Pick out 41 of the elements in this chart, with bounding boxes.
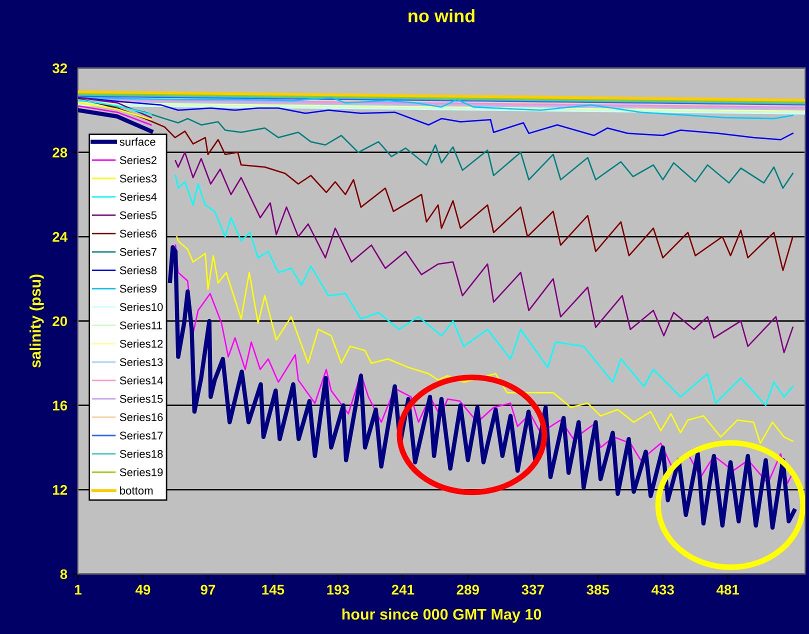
- y-tick-label: 24: [52, 232, 68, 242]
- legend-label: Series5: [120, 211, 157, 220]
- legend-label: bottom: [120, 486, 153, 495]
- y-axis-title: salinity (psu): [30, 274, 44, 368]
- legend-label: Series17: [120, 431, 163, 440]
- chart-title: no wind: [408, 9, 474, 22]
- legend-label: Series12: [120, 340, 163, 348]
- x-tick-label: 241: [392, 584, 414, 594]
- legend-label: Series7: [120, 248, 156, 256]
- legend-label: Series16: [120, 412, 163, 422]
- legend-label: Series11: [120, 321, 162, 330]
- y-tick-label: 28: [52, 148, 68, 158]
- x-axis-title: hour since 000 GMT May 10: [342, 608, 542, 623]
- legend-label: Series3: [120, 174, 157, 182]
- x-tick-label: 481: [716, 584, 740, 595]
- legend-label: Series6: [120, 229, 157, 238]
- legend-label: Series8: [120, 266, 157, 274]
- legend-label: Series2: [120, 156, 156, 164]
- y-tick-label: 8: [60, 569, 68, 580]
- y-tick-label: 12: [53, 485, 68, 495]
- legend-label: Series13: [120, 358, 163, 366]
- x-tick-label: 97: [200, 584, 216, 595]
- x-tick-label: 193: [327, 584, 350, 595]
- legend-label: Series9: [120, 284, 157, 293]
- legend-label: Series4: [120, 192, 157, 201]
- y-tick-label: 20: [52, 316, 68, 326]
- x-tick-label: 289: [456, 584, 479, 595]
- y-tick-label: 32: [52, 63, 68, 74]
- x-tick-label: 49: [135, 584, 150, 595]
- x-tick-label: 433: [651, 584, 674, 595]
- x-tick-label: 145: [262, 584, 284, 595]
- x-tick-label: 385: [586, 584, 610, 595]
- y-tick-label: 16: [53, 400, 68, 411]
- legend-label: Series10: [120, 302, 163, 311]
- legend-label: Series18: [120, 450, 163, 458]
- legend-label: Series15: [120, 394, 163, 403]
- x-tick-label: 337: [522, 584, 544, 595]
- legend-label: Series19: [120, 468, 163, 476]
- x-tick-label: 1: [75, 584, 82, 594]
- legend-label: surface: [120, 138, 156, 146]
- legend-label: Series14: [120, 376, 163, 384]
